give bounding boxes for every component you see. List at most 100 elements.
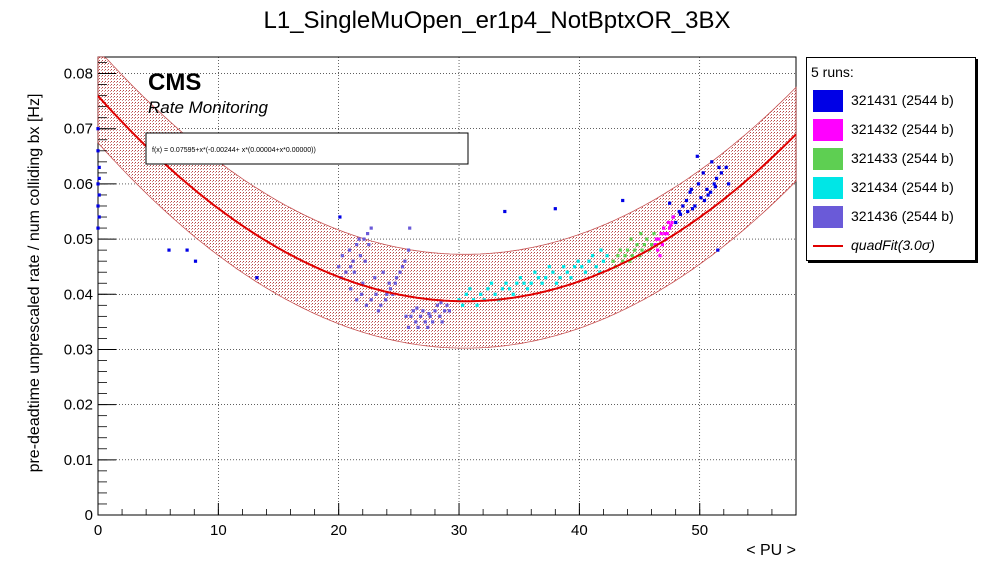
data-point <box>594 265 598 269</box>
chart-title: L1_SingleMuOpen_er1p4_NotBptxOR_3BX <box>264 7 731 34</box>
data-point <box>652 232 656 236</box>
data-point <box>630 254 634 258</box>
data-point <box>96 149 100 153</box>
data-point <box>553 207 557 211</box>
data-point <box>433 309 437 313</box>
x-tick-label: 20 <box>330 522 347 539</box>
data-point <box>551 270 555 274</box>
legend-header: 5 runs: <box>811 64 854 80</box>
data-point <box>493 292 497 296</box>
data-point <box>699 196 703 200</box>
data-point <box>340 254 344 258</box>
x-tick-label: 10 <box>210 522 227 539</box>
data-point <box>645 237 649 241</box>
data-point <box>686 209 690 214</box>
data-point <box>526 287 530 291</box>
data-point <box>670 220 674 225</box>
data-point <box>660 243 664 247</box>
data-point <box>387 281 391 285</box>
legend-swatch <box>813 119 843 141</box>
legend-item-321433: 321433 (2544 b) <box>813 146 973 170</box>
data-point <box>349 287 353 291</box>
data-point <box>97 165 101 169</box>
data-point <box>710 160 714 164</box>
data-point <box>724 165 728 169</box>
y-tick-label: 0.07 <box>64 121 93 138</box>
data-point <box>408 226 412 230</box>
data-point <box>623 254 627 258</box>
data-point <box>440 320 444 324</box>
data-point <box>167 248 171 252</box>
data-point <box>96 127 100 131</box>
data-point <box>411 309 415 313</box>
data-point <box>379 303 383 307</box>
data-point <box>625 248 630 252</box>
data-point <box>565 270 569 274</box>
data-point <box>398 270 402 274</box>
data-point <box>618 248 622 252</box>
data-point <box>364 303 368 307</box>
data-point <box>642 243 646 247</box>
data-point <box>544 276 548 280</box>
data-point <box>423 320 427 324</box>
legend-line <box>813 245 843 247</box>
y-tick-label: 0.06 <box>64 176 93 193</box>
data-point <box>696 182 701 186</box>
data-point <box>347 248 352 252</box>
data-point <box>658 254 662 258</box>
data-point <box>668 201 672 205</box>
data-point <box>426 325 430 329</box>
data-point <box>489 281 494 285</box>
data-point <box>96 226 100 230</box>
data-point <box>540 281 544 285</box>
data-point <box>653 243 657 247</box>
data-point <box>435 303 439 307</box>
data-point <box>717 165 721 169</box>
data-point <box>373 276 377 280</box>
data-point <box>338 215 342 219</box>
data-point <box>421 309 425 313</box>
data-point <box>255 276 259 280</box>
data-point <box>403 259 407 263</box>
data-point <box>681 204 685 208</box>
data-point <box>640 248 644 252</box>
data-point <box>693 204 697 208</box>
data-point <box>400 265 405 269</box>
data-point <box>418 314 423 318</box>
data-point <box>719 171 723 175</box>
data-point <box>185 248 189 252</box>
data-point <box>393 281 397 285</box>
data-point <box>690 207 695 211</box>
data-point <box>479 292 483 296</box>
data-point <box>674 220 678 225</box>
x-tick-label: 50 <box>691 522 708 539</box>
fit-formula-box <box>145 132 469 165</box>
data-point <box>712 182 716 186</box>
data-point <box>706 193 710 197</box>
data-point <box>97 176 101 180</box>
y-axis-label: pre-deadtime unprescaled rate / num coll… <box>26 94 43 473</box>
data-point <box>657 237 661 241</box>
data-point <box>547 265 551 269</box>
legend-label: 321433 (2544 b) <box>851 150 954 166</box>
data-point <box>705 187 709 191</box>
data-point <box>97 215 101 219</box>
data-point <box>385 292 389 296</box>
data-point <box>447 309 451 313</box>
data-point <box>533 270 537 274</box>
data-point <box>598 270 602 274</box>
data-point <box>605 254 609 258</box>
data-point <box>716 248 720 252</box>
data-point <box>611 259 615 263</box>
y-tick-label: 0.05 <box>64 231 93 248</box>
data-point <box>515 281 519 285</box>
data-point <box>587 259 591 263</box>
data-point <box>713 185 717 189</box>
data-point <box>628 259 632 263</box>
x-tick-label: 40 <box>571 522 588 539</box>
data-point <box>621 198 625 203</box>
x-axis-label: < PU > <box>746 542 796 559</box>
data-point <box>363 259 367 263</box>
data-point <box>569 276 573 280</box>
data-point <box>362 237 366 241</box>
